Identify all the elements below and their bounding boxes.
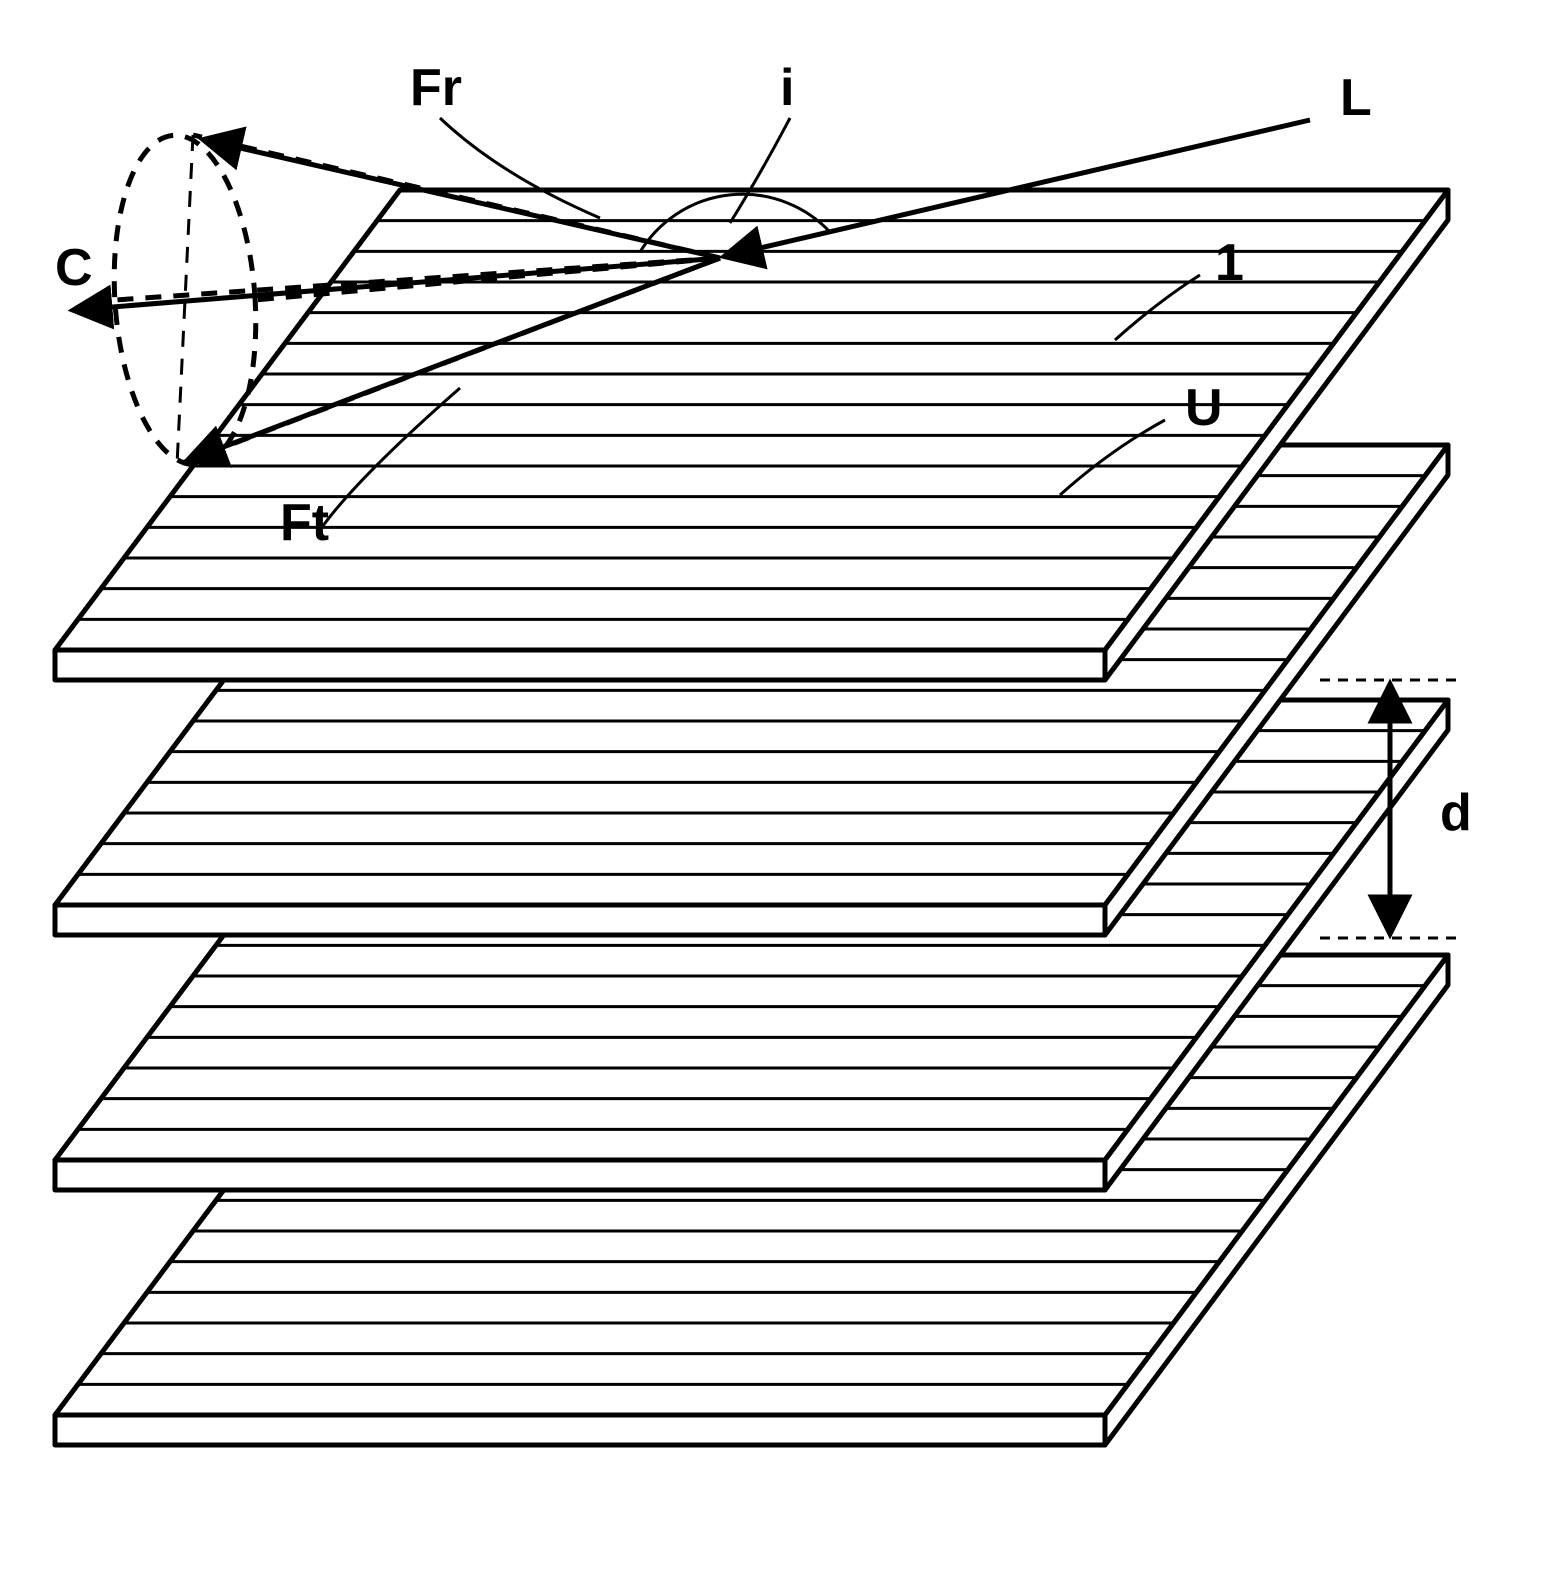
label-Ft: Ft [280, 494, 329, 552]
label-one: 1 [1215, 234, 1244, 292]
label-C: C [55, 239, 93, 297]
label-i: i [780, 59, 794, 117]
label-L: L [1340, 69, 1372, 127]
label-Fr: Fr [410, 59, 462, 117]
label-U: U [1185, 379, 1223, 437]
label-d: d [1440, 784, 1472, 842]
